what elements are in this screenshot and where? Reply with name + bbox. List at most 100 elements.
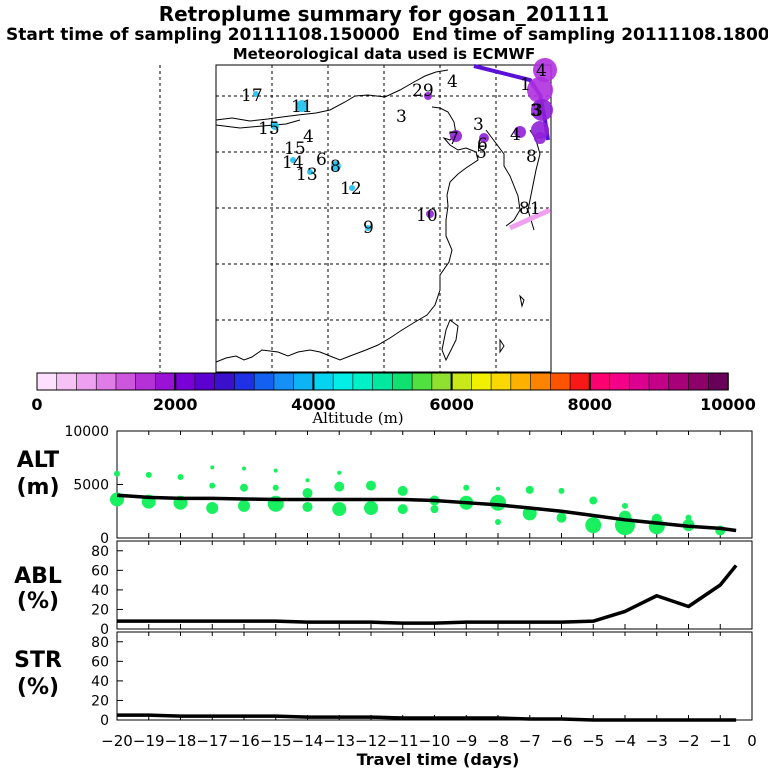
plume-marker	[533, 58, 557, 82]
x-tick-label: −18	[165, 732, 197, 750]
colorbar-tick-label: 6000	[429, 395, 474, 414]
plume-marker	[531, 99, 553, 121]
map-label: 3	[532, 101, 543, 121]
map-frame	[215, 64, 552, 373]
colorbar-swatch	[273, 372, 295, 391]
colorbar-swatch	[115, 372, 137, 391]
colorbar-swatch	[332, 372, 354, 391]
colorbar-swatch	[431, 372, 453, 391]
altitude-scatter-point	[209, 482, 216, 489]
colorbar-swatch	[174, 372, 196, 391]
altitude-scatter-point	[495, 518, 501, 525]
colorbar-tick-label: 4000	[291, 395, 336, 414]
plume-marker	[296, 100, 308, 112]
x-tick-label: −8	[487, 732, 509, 750]
colorbar-swatch	[155, 372, 176, 391]
map-label: 9	[363, 218, 374, 238]
x-axis-label: Travel time (days)	[357, 750, 520, 768]
map-label: 8	[526, 147, 537, 167]
x-tick-label: −20	[101, 732, 133, 750]
plume-marker	[349, 185, 355, 191]
colorbar-swatch	[95, 372, 117, 391]
x-tick-label: −6	[550, 732, 572, 750]
colorbar-swatch	[36, 372, 58, 391]
altitude-scatter-point	[242, 466, 246, 471]
end-time-text: End time of sampling 20111108.180000	[412, 25, 768, 45]
x-tick-label: 0	[747, 732, 757, 750]
altitude-scatter-point	[273, 468, 278, 473]
colorbar-swatch	[550, 372, 571, 391]
y-tick-label: 0	[100, 531, 109, 547]
x-tick-label: −3	[646, 732, 668, 750]
colorbar-swatch	[214, 372, 236, 391]
series-line-alt	[116, 493, 737, 533]
plume-track	[508, 207, 552, 231]
y-tick-label: 40	[91, 583, 109, 599]
colorbar-swatch	[490, 372, 512, 391]
altitude-scatter-point	[556, 512, 567, 523]
y-axis-label-str: STR	[14, 648, 62, 673]
map-label: 5	[476, 143, 487, 163]
start-time-text: Start time of sampling 20111108.150000	[6, 25, 400, 45]
panel-frame	[116, 430, 753, 539]
colorbar-swatch	[609, 372, 631, 391]
map-label: 7	[448, 129, 459, 149]
met-data-note: Meteorological data used is ECMWF	[232, 45, 536, 63]
series-line-str	[117, 713, 737, 722]
map-plume-tracks	[253, 58, 557, 231]
map-label: 12	[340, 179, 362, 199]
plume-marker	[514, 126, 526, 138]
figure-title: Retroplume summary for gosan_201111	[158, 2, 610, 26]
altitude-scatter-point	[114, 470, 120, 477]
map-label: 4	[303, 127, 314, 147]
altitude-scatter-point	[337, 470, 342, 475]
altitude-scatter-point	[210, 465, 215, 470]
x-tick-label: −12	[355, 732, 387, 750]
altitude-scatter-point	[206, 502, 219, 515]
altitude-scatter-point	[585, 517, 602, 534]
y-axis-unit-abl: (%)	[17, 589, 59, 614]
x-tick-label: −16	[228, 732, 260, 750]
altitude-scatter-point	[430, 505, 439, 514]
colorbar-swatch	[194, 372, 216, 391]
map-label: 6	[316, 150, 327, 170]
map-label: 4	[536, 61, 547, 81]
map-gridlines	[159, 65, 551, 372]
plume-marker	[307, 169, 313, 175]
x-tick-label: −11	[387, 732, 419, 750]
plume-marker	[527, 77, 553, 103]
colorbar-swatch	[628, 372, 650, 391]
colorbar-swatch	[313, 372, 334, 391]
panel-alt: 10000 5000 0 ALT(m)	[16, 424, 753, 547]
altitude-scatter-point	[145, 471, 152, 478]
panel-str: 80 60 40 20 0 STR(%)	[14, 631, 753, 729]
altitude-scatter-point	[397, 504, 408, 515]
altitude-scatter-point	[685, 514, 692, 521]
colorbar-swatch	[135, 372, 157, 391]
altitude-scatter-point	[364, 501, 378, 516]
x-tick-label: −9	[455, 732, 477, 750]
plume-marker	[534, 132, 546, 144]
altitude-scatter-point	[305, 478, 310, 483]
y-tick-label: 0	[100, 622, 109, 638]
colorbar-swatch	[471, 372, 492, 391]
y-axis-label-alt: ALT	[17, 448, 59, 473]
map-label: 4	[447, 72, 458, 92]
altitude-scatter-point	[272, 484, 279, 491]
colorbar-tick-label: 2000	[153, 395, 198, 414]
map-label: 81	[519, 199, 541, 219]
map-label: 13	[296, 165, 318, 185]
colorbar-axis-label: Altitude (m)	[311, 409, 403, 427]
map-label: 10	[416, 206, 438, 226]
plume-marker	[479, 133, 489, 143]
altitude-scatter-point	[496, 486, 500, 491]
colorbar-swatch	[530, 372, 552, 391]
colorbar-swatch	[569, 372, 591, 391]
altitude-scatter-point	[589, 496, 598, 505]
altitude-scatter-point	[463, 484, 470, 491]
map-label: 15	[284, 139, 306, 159]
map-label: 6	[477, 135, 488, 155]
